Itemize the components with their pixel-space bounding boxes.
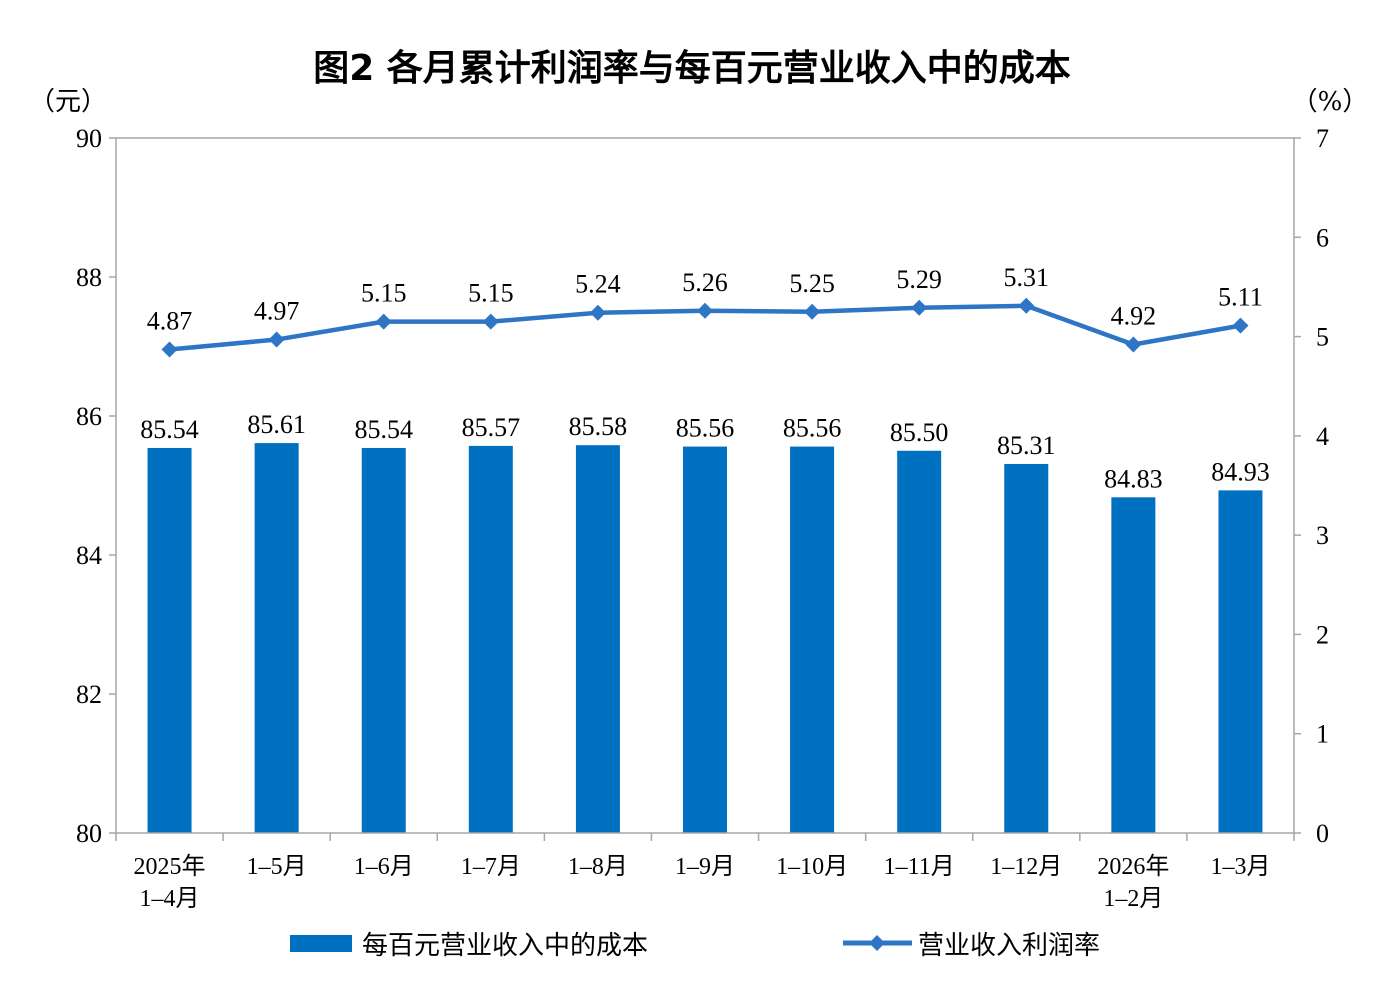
bar-data-label: 85.56 bbox=[676, 414, 735, 443]
x-tick-label: 1–3月 bbox=[1210, 854, 1270, 880]
x-tick-label: 1–5月 bbox=[247, 854, 307, 880]
x-axis: 2025年 1–4月 1–5月 1–6月 1–7月 1–8月 1–9月 1–10月 1–11月 1… bbox=[115, 833, 1295, 912]
line-data-label: 4.87 bbox=[147, 306, 193, 335]
line-data-label: 5.31 bbox=[1004, 263, 1050, 292]
bar bbox=[361, 447, 406, 833]
line-data-label: 5.26 bbox=[682, 268, 728, 297]
x-tick-label: 1–8月 bbox=[568, 854, 628, 880]
line-point bbox=[482, 313, 499, 330]
bar-data-label: 84.83 bbox=[1104, 464, 1163, 493]
right-tick-label: 2 bbox=[1316, 620, 1329, 649]
x-tick-label: 1–10月 bbox=[776, 854, 848, 880]
bar-data-labels: 85.54 85.61 85.54 85.57 85.58 85.56 85.56 85.50… bbox=[140, 410, 1269, 493]
bar bbox=[1111, 497, 1156, 833]
chart-title: 图2 各月累计利润率与每百元营业收入中的成本 bbox=[313, 48, 1071, 89]
left-tick-label: 90 bbox=[76, 124, 102, 153]
legend-bar-label: 每百元营业收入中的成本 bbox=[362, 931, 648, 961]
line-series bbox=[161, 297, 1249, 358]
legend-bar-swatch bbox=[290, 935, 352, 952]
line-data-label: 5.15 bbox=[468, 279, 514, 308]
line-data-label: 5.24 bbox=[575, 270, 621, 299]
line-point bbox=[589, 304, 606, 321]
line-data-label: 5.11 bbox=[1218, 283, 1263, 312]
right-axis: 0 1 2 3 4 5 6 7 bbox=[1294, 124, 1329, 848]
right-tick-label: 3 bbox=[1316, 521, 1329, 550]
legend-line-label: 营业收入利润率 bbox=[918, 931, 1100, 961]
line-data-label: 5.25 bbox=[789, 269, 835, 298]
bar bbox=[575, 445, 620, 833]
line-data-labels: 4.87 4.97 5.15 5.15 5.24 5.26 5.25 5.29 5.31 4.92… bbox=[147, 263, 1263, 336]
bar-data-label: 85.50 bbox=[890, 418, 949, 447]
bar bbox=[790, 446, 835, 833]
line-data-label: 5.29 bbox=[896, 265, 942, 294]
line-point bbox=[1018, 297, 1035, 314]
line-point bbox=[911, 299, 928, 316]
x-tick-label: 1–12月 bbox=[990, 854, 1062, 880]
right-tick-label: 4 bbox=[1316, 422, 1329, 451]
left-tick-label: 86 bbox=[76, 402, 102, 431]
line-point bbox=[161, 341, 178, 358]
left-tick-label: 82 bbox=[76, 680, 102, 709]
line-point bbox=[804, 303, 821, 320]
left-axis: 80 82 84 86 88 90 bbox=[76, 124, 116, 848]
x-tick-label: 1–4月 bbox=[140, 886, 200, 912]
right-axis-unit: （%） bbox=[1292, 87, 1369, 117]
left-tick-label: 84 bbox=[76, 541, 102, 570]
x-tick-label: 1–11月 bbox=[884, 854, 955, 880]
left-axis-unit: （元） bbox=[29, 87, 107, 117]
bar bbox=[683, 446, 727, 833]
left-tick-label: 80 bbox=[76, 819, 102, 848]
bar bbox=[254, 443, 299, 833]
bar-data-label: 85.54 bbox=[140, 415, 199, 444]
x-tick-label: 1–7月 bbox=[461, 854, 521, 880]
bar-data-label: 85.58 bbox=[569, 412, 628, 441]
bar-data-label: 84.93 bbox=[1211, 457, 1270, 486]
line-point bbox=[1125, 336, 1142, 353]
bar-data-label: 85.61 bbox=[247, 410, 306, 439]
x-tick-label: 1–2月 bbox=[1103, 886, 1163, 912]
line-point bbox=[375, 313, 392, 330]
bar bbox=[897, 450, 942, 833]
right-tick-label: 0 bbox=[1316, 819, 1329, 848]
bar bbox=[1218, 490, 1263, 833]
line-data-label: 4.97 bbox=[254, 297, 300, 326]
bar bbox=[1004, 463, 1049, 833]
left-tick-label: 88 bbox=[76, 263, 102, 292]
plot-area bbox=[115, 137, 1295, 834]
x-tick-label: 2026年 bbox=[1097, 853, 1169, 880]
legend: 每百元营业收入中的成本 营业收入利润率 bbox=[290, 931, 1100, 961]
x-tick-label: 1–9月 bbox=[675, 854, 735, 880]
bar-data-label: 85.31 bbox=[997, 431, 1056, 460]
right-tick-label: 7 bbox=[1316, 124, 1329, 153]
right-tick-label: 1 bbox=[1316, 720, 1329, 749]
right-tick-label: 6 bbox=[1316, 223, 1329, 252]
line-data-label: 4.92 bbox=[1111, 302, 1157, 331]
legend-line-marker bbox=[869, 935, 885, 951]
line-point bbox=[1232, 317, 1249, 334]
bar-data-label: 85.56 bbox=[783, 414, 842, 443]
x-tick-label: 1–6月 bbox=[354, 854, 414, 880]
bar-data-label: 85.54 bbox=[354, 415, 413, 444]
line-point bbox=[697, 302, 713, 319]
line-point bbox=[268, 331, 285, 348]
right-tick-label: 5 bbox=[1316, 323, 1329, 352]
x-tick-label: 2025年 bbox=[134, 853, 206, 880]
bar-data-label: 85.57 bbox=[462, 413, 521, 442]
bar bbox=[468, 445, 513, 833]
line-data-label: 5.15 bbox=[361, 279, 407, 308]
bar bbox=[147, 447, 192, 833]
bar-series bbox=[147, 443, 1263, 833]
